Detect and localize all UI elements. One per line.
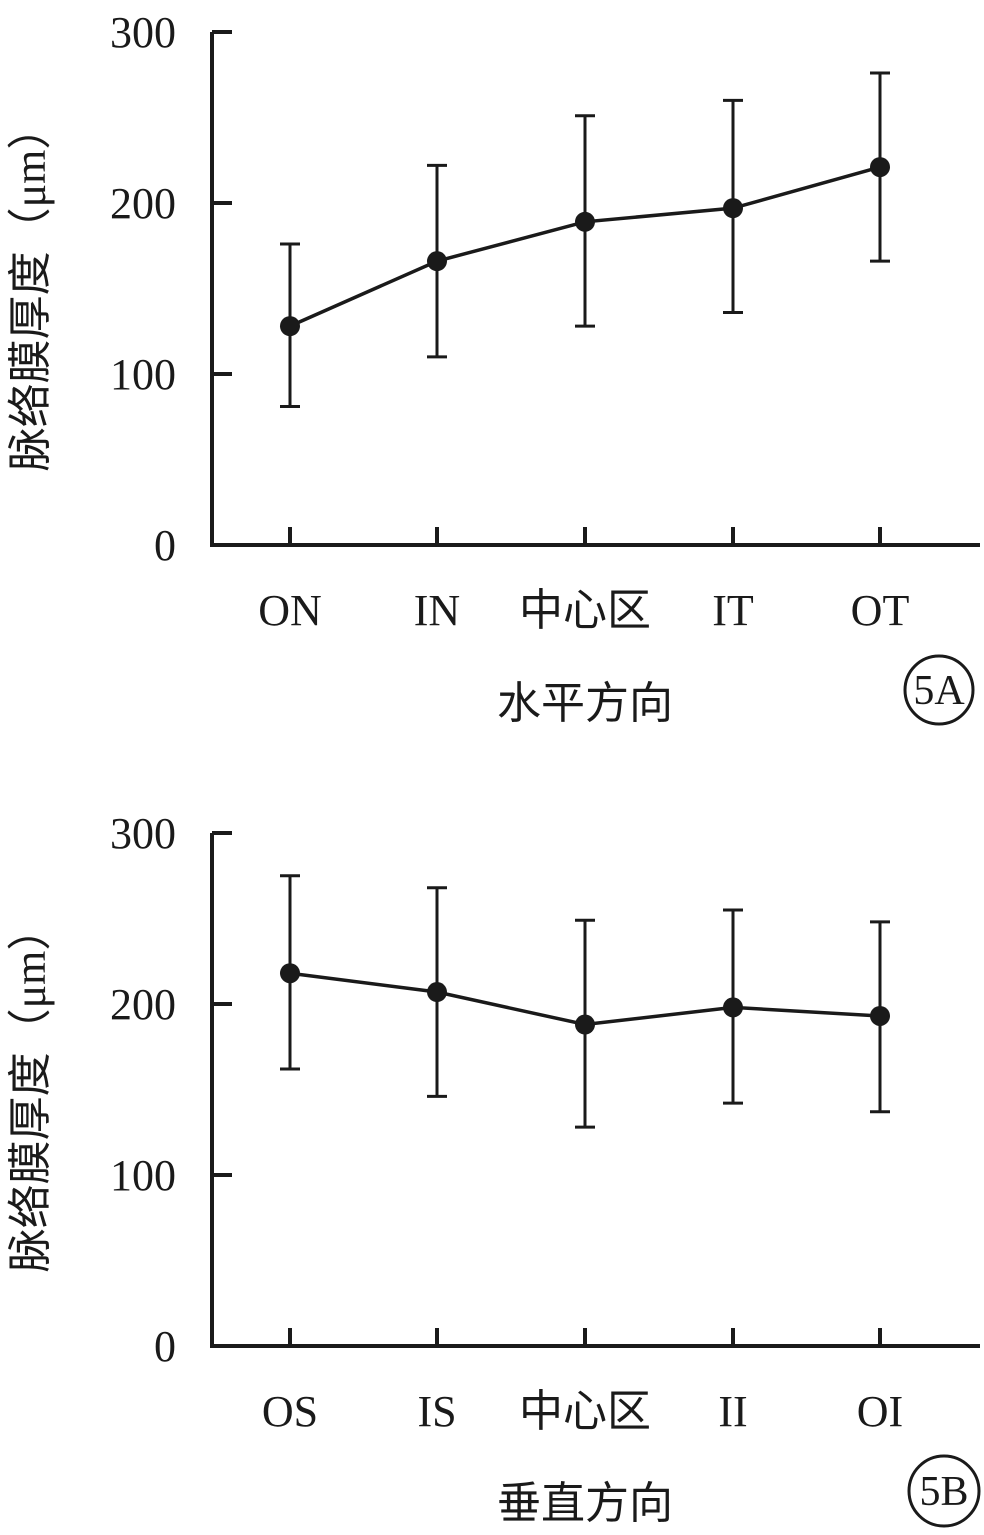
error-bars	[280, 874, 890, 1129]
y-tick-label: 100	[110, 350, 176, 399]
x-tick-label: OI	[857, 1387, 903, 1436]
data-point	[575, 211, 595, 232]
y-tick-label: 200	[110, 980, 176, 1029]
x-tick-label: 中心区	[519, 586, 651, 635]
data-point	[280, 963, 300, 984]
data-point	[427, 982, 447, 1003]
y-axis-title: 脉络膜厚度（μm）	[6, 907, 55, 1273]
y-ticks: 0 100 200 300	[110, 809, 232, 1371]
x-tick-label: IN	[414, 586, 460, 635]
data-point	[280, 316, 300, 337]
data-point	[575, 1014, 595, 1035]
x-axis-title: 水平方向	[497, 679, 673, 728]
y-tick-label: 0	[154, 521, 176, 570]
x-ticks: OS IS 中心区 II OI	[262, 1328, 903, 1436]
panel-label: 5A	[913, 668, 965, 714]
data-points	[280, 157, 890, 337]
data-point	[723, 997, 743, 1018]
x-axis-title: 垂直方向	[497, 1479, 673, 1528]
data-point	[427, 251, 447, 272]
panel-label: 5B	[919, 1469, 968, 1515]
y-tick-label: 0	[154, 1322, 176, 1371]
data-point	[870, 1005, 890, 1026]
y-ticks: 0 100 200 300	[110, 8, 232, 570]
panel-label-circle	[907, 1454, 981, 1528]
y-tick-label: 300	[110, 8, 176, 57]
y-axis-title: 脉络膜厚度（μm）	[6, 106, 55, 472]
x-ticks: ON IN 中心区 IT OT	[258, 527, 909, 635]
x-tick-label: OS	[262, 1387, 318, 1436]
chart-panel-5a: 0 100 200 300 ON IN 中心区 IT OT 脉络膜厚度（μm） 水平方向 5A	[6, 8, 980, 728]
y-tick-label: 200	[110, 179, 176, 228]
x-tick-label: IS	[417, 1387, 456, 1436]
y-tick-label: 100	[110, 1151, 176, 1200]
error-bars	[280, 71, 890, 408]
x-tick-label: OT	[851, 586, 910, 635]
x-tick-label: 中心区	[519, 1387, 651, 1436]
data-points	[280, 963, 890, 1035]
x-tick-label: IT	[712, 586, 754, 635]
panel-label-circle	[903, 654, 975, 726]
y-tick-label: 300	[110, 809, 176, 858]
data-point	[870, 157, 890, 178]
chart-panel-5b: 0 100 200 300 OS IS 中心区 II OI 脉络膜厚度（μm） 垂直方向 5B	[6, 809, 981, 1528]
x-tick-label: II	[718, 1387, 747, 1436]
x-tick-label: ON	[258, 586, 322, 635]
data-point	[723, 198, 743, 219]
